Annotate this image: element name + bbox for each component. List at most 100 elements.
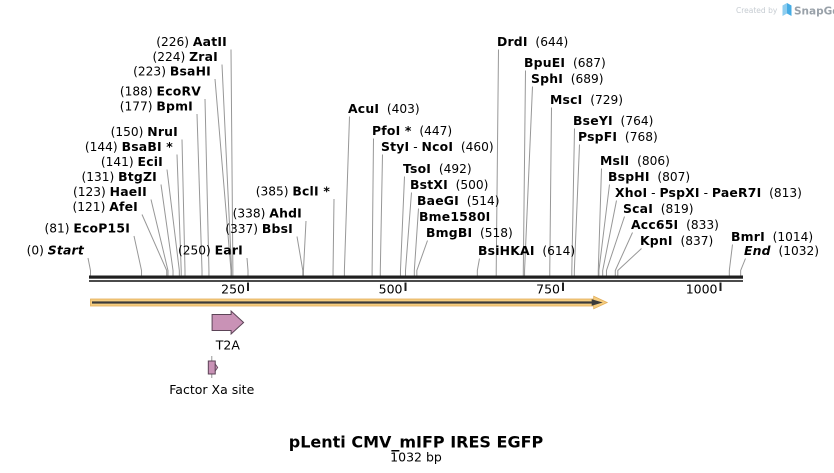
- site-label-ahdi: (338) AhdI: [233, 206, 302, 221]
- site-leader-line: [379, 154, 383, 276]
- site-label-kpni: KpnI (837): [640, 233, 713, 248]
- ruler-tick-label: 750: [536, 282, 560, 297]
- site-leader-line: [196, 113, 203, 276]
- site-label-msli: MslI (806): [600, 153, 670, 168]
- orf-arrow-core-head: [591, 299, 603, 306]
- site-leader-line: [166, 169, 180, 276]
- map-length-label: 1032 bp: [390, 450, 442, 465]
- site-leader-line: [522, 70, 526, 276]
- site-label-tsoi: TsoI (492): [403, 161, 472, 176]
- site-labels-layer: (226) AatII(224) ZraI(223) BsaHI (188) Ec…: [27, 34, 819, 258]
- site-label-haeii: (123) HaeII: [73, 184, 147, 199]
- ruler-tick-label: 250: [221, 282, 245, 297]
- site-leader-line: [296, 236, 304, 276]
- site-leader-line: [176, 154, 182, 276]
- ruler-tick-label: 500: [379, 282, 403, 297]
- feature-label-t2a: T2A: [215, 338, 241, 353]
- site-label-xhoi: XhoI - PspXI - PaeR7I (813): [615, 185, 802, 200]
- site-leader-line: [602, 200, 617, 276]
- site-leader-line: [617, 248, 642, 276]
- feature-arrow-t2a: [211, 309, 245, 336]
- site-label-bsihkai: BsiHKAI (614): [478, 243, 575, 258]
- site-leader-line: [598, 184, 610, 276]
- features-layer: T2A Factor Xa site: [169, 309, 255, 397]
- site-label-ecop15i: (81) EcoP15I: [44, 221, 130, 236]
- site-label-pfoi: PfoI * (447): [372, 123, 452, 138]
- site-label-sphi: SphI (689): [531, 71, 604, 86]
- site-label-bmgbi: BmgBI (518): [426, 225, 513, 240]
- site-leader-line: [614, 232, 633, 276]
- site-leader-line: [230, 49, 234, 276]
- sequence-bar-layer: [89, 275, 743, 282]
- watermark-created-by: Created by: [736, 6, 778, 15]
- site-label-btgzi: (131) BtgZI: [82, 169, 158, 184]
- site-leader-line: [416, 240, 428, 276]
- site-leader-line: [495, 49, 499, 276]
- site-leader-line: [413, 208, 419, 276]
- site-label-ecii: (141) EciI: [101, 154, 163, 169]
- ruler-layer: 250 500 750 1000: [221, 282, 722, 297]
- site-leader-line: [549, 107, 552, 276]
- site-label-scai: ScaI (819): [623, 201, 694, 216]
- site-leader-line: [221, 64, 233, 276]
- site-leader-lines-layer: [87, 49, 746, 276]
- site-leader-line: [399, 176, 405, 276]
- site-label-ecorv: (188) EcoRV: [120, 84, 201, 99]
- site-leader-line: [476, 258, 480, 276]
- site-label-bsahi: (223) BsaHI: [133, 64, 211, 79]
- site-label-aatii: (226) AatII: [156, 34, 227, 49]
- site-label-eari: (250) EarI: [178, 243, 243, 258]
- site-label-bpmi: (177) BpmI: [120, 99, 193, 114]
- snapgene-logo-icon: [787, 3, 792, 16]
- site-leader-line: [740, 258, 746, 276]
- feature-box-factor-xa: [207, 360, 216, 375]
- site-leader-line: [405, 192, 412, 276]
- feature-box-point: [214, 362, 219, 373]
- site-label-acui: AcuI (403): [348, 101, 420, 116]
- site-leader-line: [571, 128, 575, 276]
- site-leader-line: [524, 86, 533, 276]
- site-leader-line: [87, 257, 91, 276]
- watermark: Created by SnapGene: [736, 3, 834, 18]
- site-label-baegi: BaeGI (514): [417, 193, 500, 208]
- site-leader-line: [597, 168, 602, 276]
- sequence-bar-top-line: [89, 275, 743, 279]
- site-label-acc65i: Acc65I (833): [631, 217, 719, 232]
- site-leader-line: [332, 198, 335, 276]
- ruler-tick-label: 1000: [686, 282, 718, 297]
- site-leader-line: [214, 78, 232, 276]
- site-leader-line: [150, 199, 169, 276]
- site-label-bmri: BmrI (1014): [731, 229, 813, 244]
- site-label-start: (0) Start: [27, 243, 85, 258]
- site-leader-line: [343, 116, 350, 276]
- site-label-bpuei: BpuEI (687): [524, 55, 606, 70]
- site-leader-line: [302, 220, 307, 276]
- site-label-drdi: DrdI (644): [497, 34, 568, 49]
- site-label-pspfi: PspFI (768): [578, 129, 658, 144]
- map-title: pLenti CMV_mIFP IRES EGFP: [289, 433, 544, 452]
- site-label-bbsi: (337) BbsI: [225, 221, 293, 236]
- orf-arrow-core-line: [92, 301, 595, 304]
- site-label-bme1580i: Bme1580I: [419, 209, 490, 224]
- site-leader-line: [133, 235, 143, 276]
- site-label-end: End (1032): [744, 243, 819, 258]
- site-label-bsabi: (144) BsaBI *: [85, 139, 173, 154]
- sequence-bar-bottom-line: [89, 280, 743, 282]
- site-label-nrui: (150) NruI: [111, 124, 178, 139]
- site-label-afei: (121) AfeI: [73, 199, 138, 214]
- site-leader-line: [573, 144, 580, 276]
- site-label-msci: MscI (729): [550, 92, 623, 107]
- reading-frame-arrow-layer: [90, 295, 609, 310]
- site-leader-line: [204, 98, 210, 276]
- snapgene-logo-icon: [782, 3, 787, 16]
- site-leader-line: [605, 216, 625, 276]
- watermark-brand: SnapGene: [794, 6, 834, 18]
- site-leader-line: [728, 244, 733, 276]
- site-leader-line: [246, 257, 249, 276]
- site-label-bstxi: BstXI (500): [410, 177, 488, 192]
- site-leader-line: [160, 184, 174, 276]
- site-label-styi: StyI - NcoI (460): [381, 139, 494, 154]
- site-label-bcli: (385) BclI *: [256, 184, 331, 199]
